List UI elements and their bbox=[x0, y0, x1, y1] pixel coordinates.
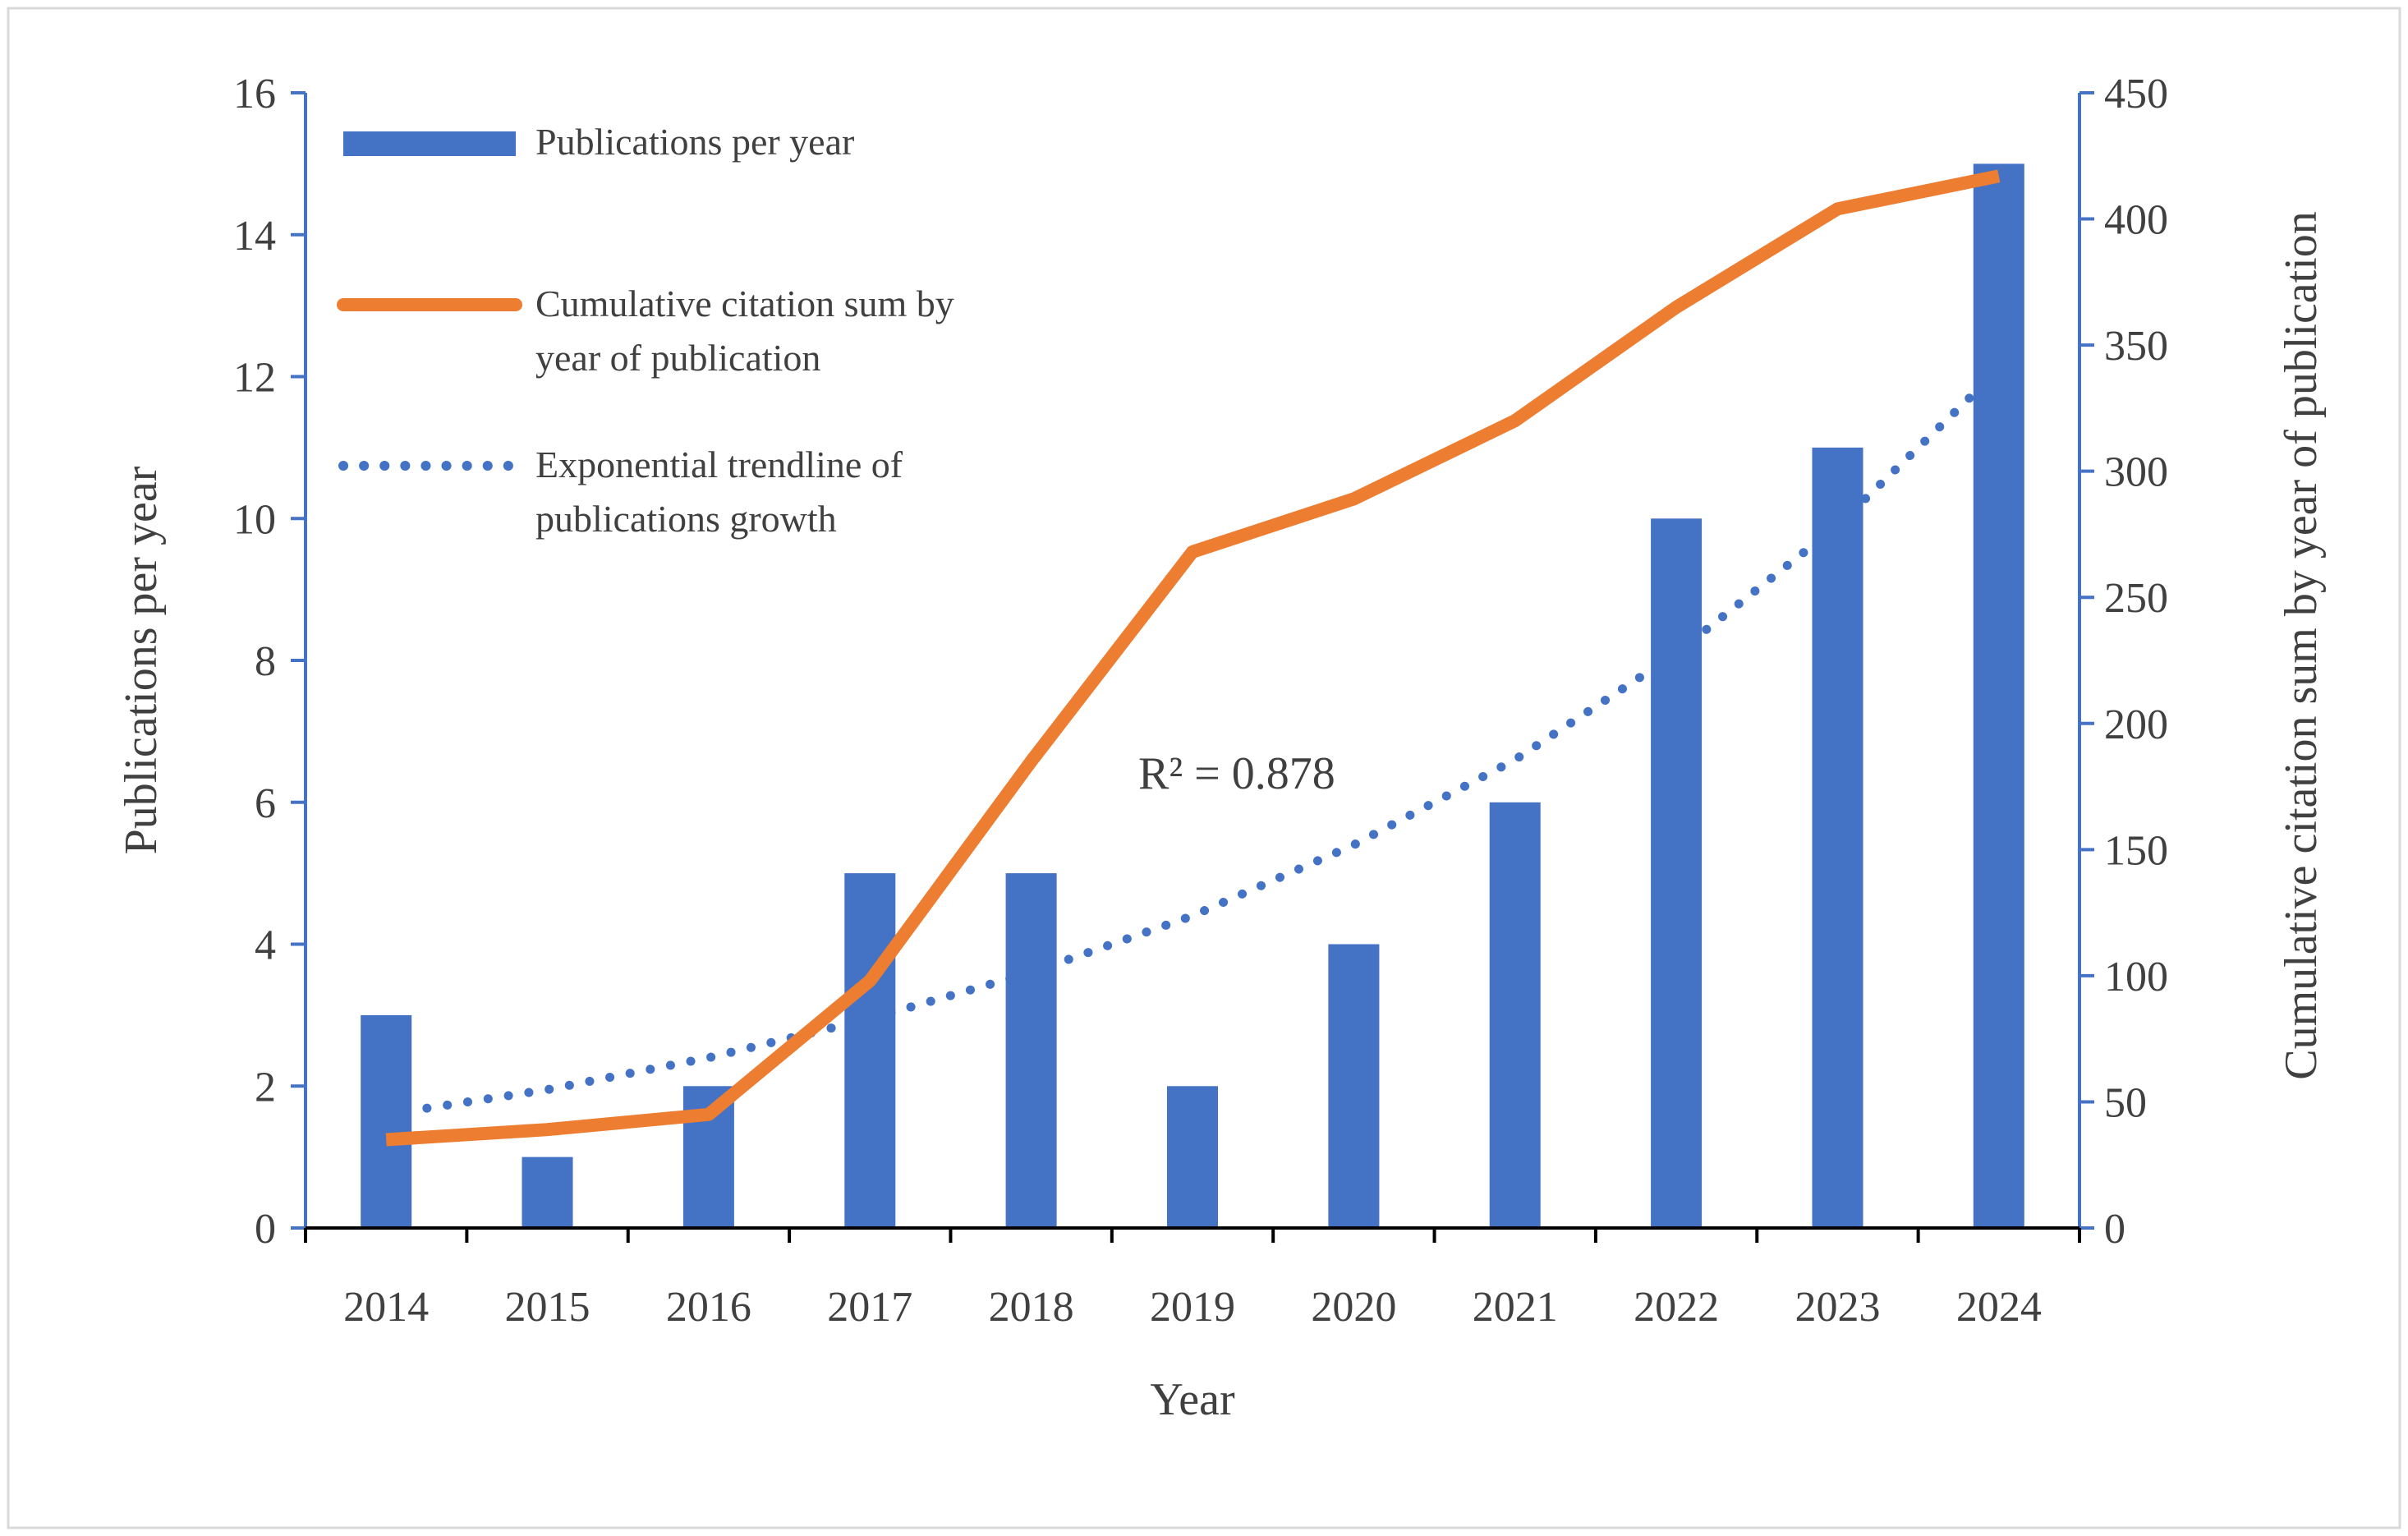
y2-tick-label: 300 bbox=[2104, 449, 2168, 496]
y2-tick-label: 250 bbox=[2104, 575, 2168, 622]
bar-2022 bbox=[1651, 518, 1703, 1229]
cumulative-layer bbox=[385, 169, 2001, 1147]
bar-2023 bbox=[1812, 447, 1863, 1228]
bar-2017 bbox=[844, 873, 896, 1228]
bar-2019 bbox=[1167, 1086, 1218, 1229]
bars-layer bbox=[361, 163, 2024, 1229]
legend-swatch-bar bbox=[343, 131, 516, 156]
y2-tick-label: 50 bbox=[2104, 1079, 2147, 1126]
y-tick-label: 6 bbox=[255, 780, 276, 827]
x-tick-label: 2022 bbox=[1634, 1284, 1719, 1331]
x-tick-label: 2015 bbox=[505, 1284, 591, 1331]
y2-tick-label: 400 bbox=[2104, 197, 2168, 244]
y2-tick-label: 100 bbox=[2104, 954, 2168, 1000]
bar-2018 bbox=[1005, 873, 1057, 1228]
y-tick-label: 4 bbox=[255, 922, 276, 969]
y-tick-label: 8 bbox=[255, 638, 276, 685]
bar-2024 bbox=[1973, 163, 2024, 1228]
y-tick-label: 10 bbox=[233, 496, 276, 543]
y-tick-label: 12 bbox=[233, 355, 276, 402]
y-tick-label: 2 bbox=[255, 1064, 276, 1111]
y-tick-label: 0 bbox=[255, 1206, 276, 1253]
legend-label-cumulative: Cumulative citation sum by year of publi… bbox=[535, 283, 963, 379]
y-tick-label: 16 bbox=[233, 71, 276, 117]
x-tick-label: 2021 bbox=[1473, 1284, 1558, 1331]
y-tick-label: 14 bbox=[233, 213, 276, 260]
x-tick-label: 2019 bbox=[1150, 1284, 1235, 1331]
y2-tick-label: 450 bbox=[2104, 71, 2168, 117]
r-squared-annotation: R² = 0.878 bbox=[1138, 748, 1335, 799]
bar-2020 bbox=[1328, 944, 1380, 1228]
bar-2015 bbox=[522, 1157, 573, 1228]
x-tick-label: 2018 bbox=[989, 1284, 1074, 1331]
y2-tick-label: 0 bbox=[2104, 1206, 2125, 1253]
y2-tick-label: 350 bbox=[2104, 323, 2168, 370]
x-tick-label: 2017 bbox=[827, 1284, 912, 1331]
x-axis-title: Year bbox=[1150, 1374, 1235, 1425]
y2-tick-label: 150 bbox=[2104, 827, 2168, 874]
legend-label-trendline: Exponential trendline of publications gr… bbox=[535, 444, 912, 540]
x-tick-label: 2020 bbox=[1311, 1284, 1396, 1331]
x-tick-label: 2014 bbox=[343, 1284, 429, 1331]
legend: Publications per year Cumulative citatio… bbox=[337, 121, 963, 540]
right-axis-ticks: 0 50 100 150 200 250 300 350 400 450 bbox=[2079, 71, 2168, 1253]
x-tick-label: 2023 bbox=[1795, 1284, 1880, 1331]
left-axis-ticks: 0 2 4 6 8 10 12 14 16 bbox=[233, 71, 306, 1253]
bar-2014 bbox=[361, 1014, 412, 1228]
y2-tick-label: 200 bbox=[2104, 701, 2168, 748]
legend-label-publications: Publications per year bbox=[535, 121, 854, 163]
x-axis-ticks: 2014 2015 2016 2017 2018 2019 2020 2021 2022 2023… bbox=[304, 1228, 2081, 1331]
cumulative-series-line bbox=[385, 169, 2001, 1147]
y-axis-title: Publications per year bbox=[116, 466, 167, 854]
y2-axis-title: Cumulative citation sum by year of publi… bbox=[2276, 211, 2327, 1080]
x-tick-label: 2016 bbox=[666, 1284, 751, 1331]
x-tick-label: 2024 bbox=[1956, 1284, 2042, 1331]
bar-2021 bbox=[1489, 802, 1541, 1229]
